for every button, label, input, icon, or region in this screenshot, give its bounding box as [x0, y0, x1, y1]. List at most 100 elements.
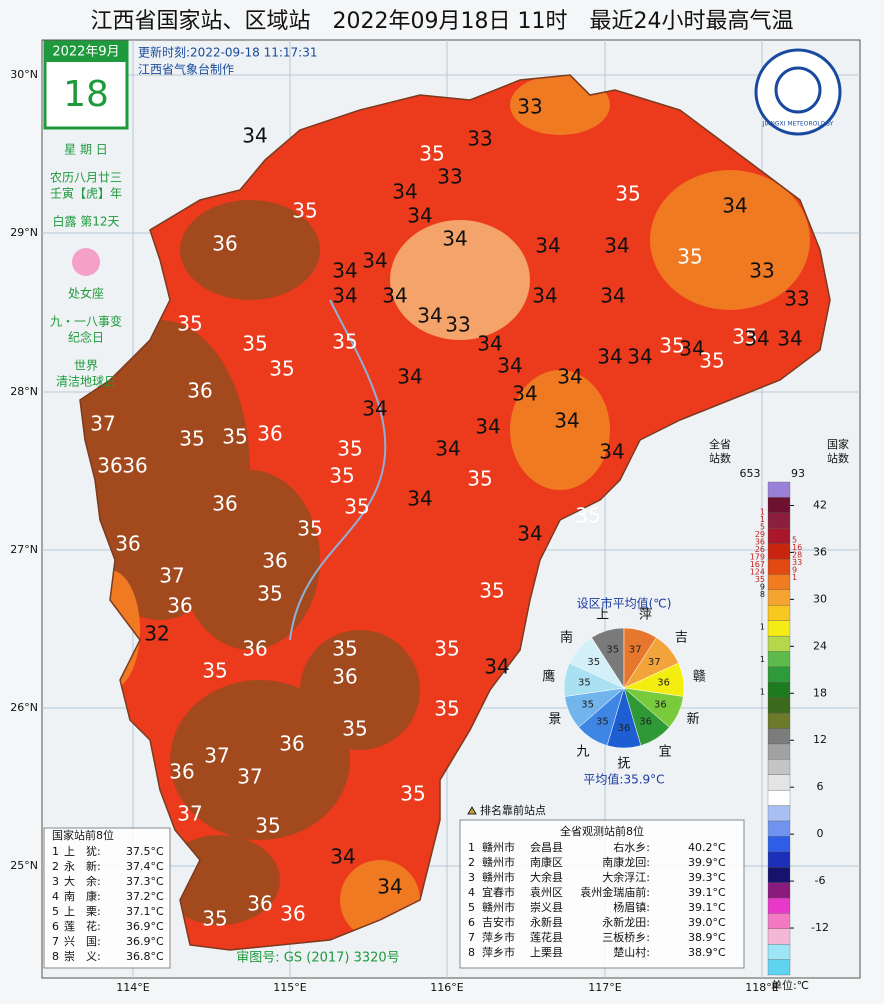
- station-value: 36: [122, 454, 147, 478]
- station-value: 34: [362, 249, 387, 273]
- zone-36: [170, 680, 350, 840]
- count-left: 36: [755, 538, 765, 547]
- table-cell: 赣州市: [482, 900, 515, 914]
- pie-average: 平均值:35.9°C: [583, 772, 664, 787]
- colorbar-cell: [767, 481, 791, 498]
- count-left: 26: [755, 545, 765, 554]
- station-value: 33: [445, 313, 470, 337]
- pie-value: 35: [581, 700, 594, 711]
- station-value: 35: [479, 579, 504, 603]
- pie-value: 35: [606, 645, 619, 656]
- count-left: 5: [760, 523, 765, 532]
- colorbar-cell: [767, 620, 791, 637]
- colorbar-cell: [767, 728, 791, 745]
- table-cell: 7: [468, 931, 475, 944]
- table-cell: 36.9°C: [126, 935, 164, 948]
- station-value: 33: [749, 259, 774, 283]
- colorbar-cell: [767, 882, 791, 899]
- station-value: 34: [475, 415, 500, 439]
- station-value: 35: [177, 312, 202, 336]
- zone-36: [180, 470, 320, 650]
- table-cell: 36.9°C: [126, 920, 164, 933]
- colorbar-cell: [767, 867, 791, 883]
- station-value: 34: [497, 354, 522, 378]
- table-cell: 永新龙田:: [602, 915, 650, 929]
- calendar-month: 2022年9月: [52, 45, 119, 60]
- colorbar-header: 国家站数: [827, 437, 849, 465]
- station-value: 36: [187, 379, 212, 403]
- table-cell: 4: [468, 886, 475, 899]
- table-cell: 39.1°C: [688, 901, 726, 914]
- colorbar-cell: [767, 528, 791, 544]
- colorbar-tick-label: 0: [817, 827, 824, 840]
- table-cell: 1: [52, 845, 59, 858]
- calendar-solar-term: 白露 第12天: [52, 214, 119, 229]
- station-value: 34: [407, 204, 432, 228]
- station-value: 36: [262, 549, 287, 573]
- station-value: 32: [144, 622, 169, 646]
- lon-label: 114°E: [116, 981, 149, 994]
- table-cell: 1: [468, 841, 475, 854]
- calendar-zodiac: 处女座: [68, 286, 104, 301]
- count-left: 179: [750, 553, 765, 562]
- station-value: 35: [419, 142, 444, 166]
- station-value: 36: [257, 422, 282, 446]
- station-value: 34: [377, 875, 402, 899]
- station-value: 33: [437, 165, 462, 189]
- colorbar-tick-label: 6: [817, 780, 824, 793]
- table-cell: 萍乡市: [482, 945, 515, 959]
- station-value: 36: [167, 594, 192, 618]
- logo-mark: [774, 66, 822, 114]
- table-cell: 39.3°C: [688, 871, 726, 884]
- colorbar-tick-label: 42: [813, 498, 827, 511]
- table-cell: 3: [468, 871, 475, 884]
- station-value: 36: [115, 532, 140, 556]
- station-value: 34: [512, 382, 537, 406]
- count-left: 167: [750, 560, 765, 569]
- calendar-weekday: 星 期 日: [64, 143, 108, 157]
- count-right: 1: [792, 573, 797, 582]
- colorbar-tick-label: 12: [813, 733, 827, 746]
- table-cell: 赣州市: [482, 870, 515, 884]
- colorbar-cell: [767, 497, 791, 513]
- pie-value: 36: [654, 700, 667, 711]
- station-value: 36: [280, 902, 305, 926]
- colorbar-tick-label: 36: [813, 545, 827, 558]
- table-cell: 6: [468, 916, 475, 929]
- table-cell: 5: [52, 905, 59, 918]
- station-value: 34: [477, 332, 502, 356]
- table-cell: 8: [468, 946, 475, 959]
- station-value: 33: [467, 127, 492, 151]
- count-right: 5: [792, 536, 797, 545]
- table-cell: 永新县: [530, 915, 563, 929]
- station-value: 35: [467, 467, 492, 491]
- zodiac-icon: [72, 248, 100, 276]
- station-value: 34: [532, 284, 557, 308]
- station-value: 34: [535, 234, 560, 258]
- station-value: 34: [362, 397, 387, 421]
- count-left: 35: [755, 575, 765, 584]
- station-value: 35: [344, 495, 369, 519]
- table-cell: 上 犹:: [64, 845, 101, 858]
- colorbar-tick-label: 24: [813, 639, 827, 652]
- lon-label: 116°E: [430, 981, 463, 994]
- pie-value: 37: [648, 657, 661, 668]
- table-cell: 2: [52, 860, 59, 873]
- station-value: 33: [784, 287, 809, 311]
- pie-name: 宜: [659, 744, 672, 759]
- count-left: 8: [760, 590, 765, 599]
- station-value: 34: [332, 284, 357, 308]
- station-value: 35: [297, 517, 322, 541]
- colorbar-cell: [767, 851, 791, 868]
- station-value: 36: [169, 760, 194, 784]
- title: 江西省国家站、区域站 2022年09月18日 11时 最近24小时最高气温: [91, 9, 794, 34]
- pie-name: 九: [576, 744, 589, 759]
- lon-label: 115°E: [273, 981, 306, 994]
- table-cell: 3: [52, 875, 59, 888]
- lat-label: 25°N: [10, 859, 38, 872]
- table-cell: 袁州金瑞庙前:: [580, 885, 650, 899]
- pie-value: 37: [629, 645, 642, 656]
- station-value: 35: [242, 332, 267, 356]
- table-cell: 8: [52, 950, 59, 963]
- station-value: 35: [732, 325, 757, 349]
